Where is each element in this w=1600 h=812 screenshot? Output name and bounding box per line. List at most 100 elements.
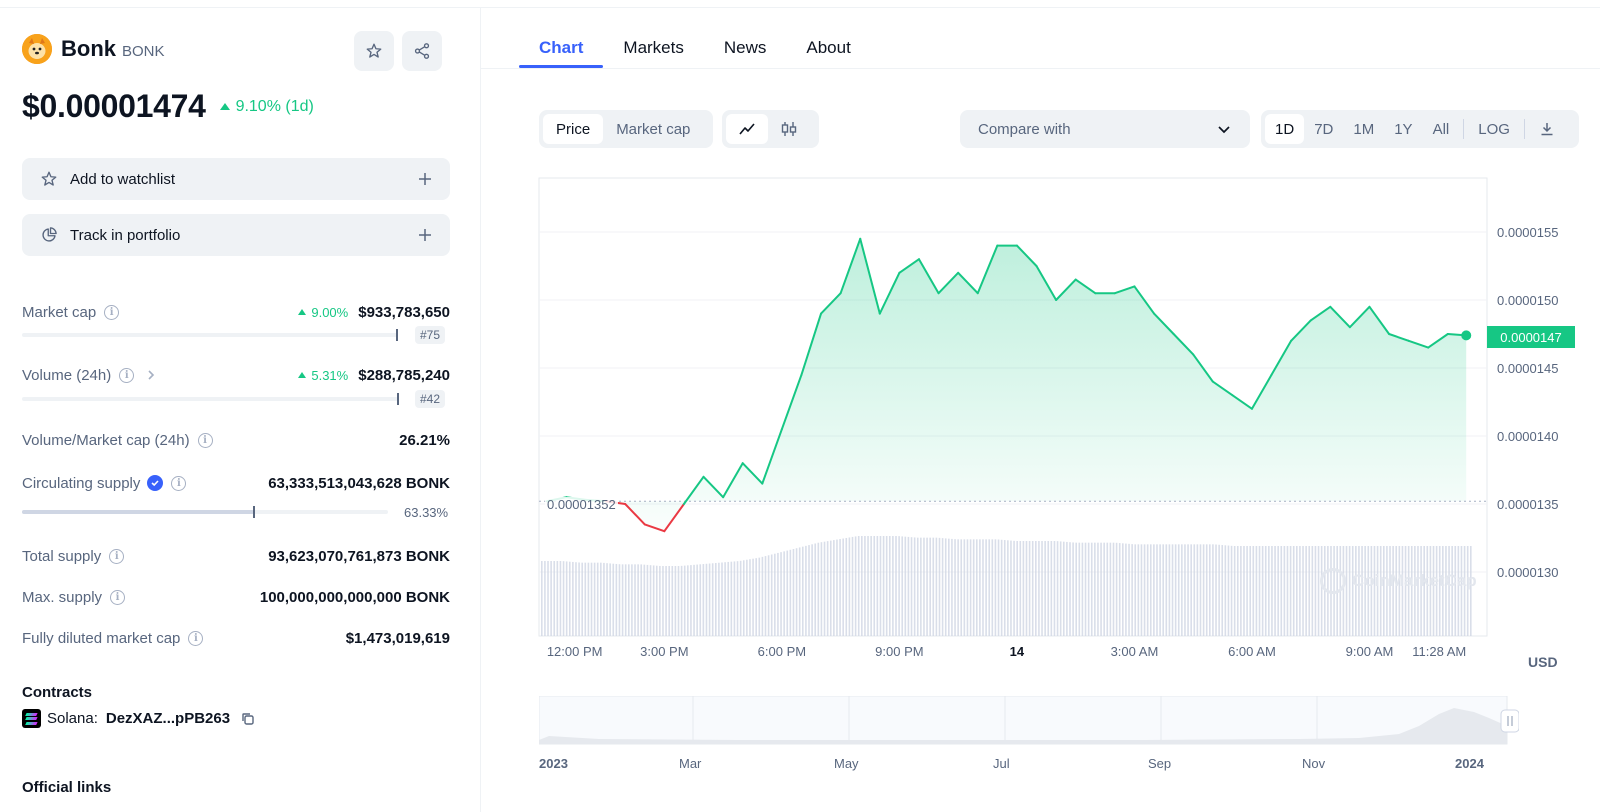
range-navigator[interactable] <box>539 696 1519 746</box>
bonk-logo-icon <box>22 34 52 64</box>
volume-bar <box>1308 546 1311 636</box>
copy-icon[interactable] <box>240 711 256 727</box>
y-tick-label: 0.0000150 <box>1497 293 1558 308</box>
volume-bar <box>637 564 639 636</box>
market-cap-option[interactable]: Market cap <box>616 120 691 138</box>
tab-news[interactable]: News <box>723 38 767 57</box>
price-change-value: 9.10% (1d) <box>235 97 314 115</box>
volume-bar <box>1199 544 1202 636</box>
volume-bar <box>1252 546 1255 636</box>
range-all[interactable]: All <box>1432 120 1450 138</box>
track-in-portfolio-button[interactable]: Track in portfolio <box>22 214 450 256</box>
last-price-dot <box>1461 330 1472 341</box>
candlestick-option[interactable] <box>768 114 810 144</box>
volume-bar <box>1090 542 1093 636</box>
price-line-segment <box>722 462 744 499</box>
info-icon[interactable]: i <box>188 630 204 646</box>
volume-bar <box>1454 546 1457 636</box>
download-icon <box>1541 123 1553 136</box>
info-icon[interactable]: i <box>171 475 187 491</box>
volume-bar <box>556 561 559 636</box>
volume-bar <box>711 563 714 636</box>
volume-bar <box>1069 542 1071 636</box>
line-chart-option[interactable] <box>726 114 768 144</box>
range-7d[interactable]: 7D <box>1314 120 1334 138</box>
download-button[interactable] <box>1529 114 1565 144</box>
volume-bar <box>1202 544 1205 636</box>
volume-bar <box>749 559 751 636</box>
chevron-down-icon <box>1218 126 1230 134</box>
stat-label: Total supply i <box>22 548 125 565</box>
info-icon[interactable]: i <box>110 589 126 605</box>
tab-about[interactable]: About <box>806 38 851 57</box>
volume-bar <box>693 564 695 636</box>
volume-bar <box>972 539 975 636</box>
volume-bar <box>690 565 692 636</box>
caret-up-icon <box>298 372 307 378</box>
y-tick-label: 0.0000155 <box>1497 225 1558 240</box>
info-icon[interactable]: i <box>119 367 135 383</box>
contract-address[interactable]: DezXAZ...pPB263 <box>105 710 231 727</box>
stat-label: Circulating supply i <box>22 475 187 492</box>
volume-bar <box>1286 546 1289 636</box>
range-1y[interactable]: 1Y <box>1394 120 1413 138</box>
chevron-right-icon[interactable] <box>144 368 158 382</box>
navigator-handle[interactable] <box>1500 709 1519 733</box>
log-scale-toggle[interactable]: LOG <box>1478 120 1510 138</box>
volume-bar <box>1255 546 1258 636</box>
volume-bar <box>1047 541 1050 636</box>
volume-bar <box>798 547 801 636</box>
volume-bar <box>631 564 633 636</box>
volume-bar <box>985 539 987 636</box>
info-icon[interactable]: i <box>197 432 213 448</box>
volume-bar <box>1370 546 1373 636</box>
share-button[interactable] <box>402 31 442 71</box>
fdmc-value: $1,473,019,619 <box>345 629 450 647</box>
navigator-label-end: 2024 <box>1455 756 1484 771</box>
market-cap-value: $933,783,650 <box>358 303 450 321</box>
range-1m[interactable]: 1M <box>1353 120 1375 138</box>
volume-bar <box>1007 540 1009 636</box>
volume-bar <box>817 542 820 636</box>
price-line-segment <box>820 292 842 315</box>
price-option[interactable]: Price <box>543 114 604 144</box>
volume-bar <box>1410 546 1413 636</box>
caret-up-icon <box>298 309 307 315</box>
volume-bar <box>724 562 726 636</box>
info-icon[interactable]: i <box>109 548 125 564</box>
volume-bar <box>600 562 602 636</box>
info-icon[interactable]: i <box>104 304 120 320</box>
volume-bar <box>1019 541 1022 636</box>
volume-bar <box>1429 546 1432 636</box>
market-cap-label: Market cap <box>22 303 97 321</box>
price-line-segment <box>624 503 646 526</box>
volume-bar <box>752 558 754 636</box>
price-line-segment <box>1329 305 1351 329</box>
range-1d[interactable]: 1D <box>1265 114 1305 144</box>
volume-bar <box>1258 546 1261 636</box>
compare-with-label: Compare with <box>978 120 1071 138</box>
volume-bar <box>926 537 928 636</box>
add-to-watchlist-button[interactable]: Add to watchlist <box>22 158 450 200</box>
volume-bar <box>1190 544 1192 636</box>
coin-sidebar <box>0 8 481 812</box>
favorite-button[interactable] <box>354 31 394 71</box>
volume-bar <box>1109 542 1112 636</box>
tab-chart[interactable]: Chart <box>518 8 605 68</box>
volume-bar <box>879 536 882 636</box>
volume-bar <box>1010 540 1012 636</box>
tab-markets[interactable]: Markets <box>623 38 684 57</box>
volume-bar <box>907 536 910 636</box>
volume-bar <box>941 538 944 636</box>
coin-name: Bonk <box>61 36 116 61</box>
volume-bar <box>1205 544 1208 636</box>
range-divider <box>1523 119 1525 139</box>
navigator-label-nov: Nov <box>1302 756 1326 771</box>
compare-with-select[interactable]: Compare with <box>960 110 1250 148</box>
star-icon <box>41 171 57 186</box>
volume-bar <box>1097 542 1099 636</box>
volume-bar <box>615 563 618 636</box>
volume-bar <box>559 561 562 636</box>
volume-bar <box>1401 546 1404 636</box>
